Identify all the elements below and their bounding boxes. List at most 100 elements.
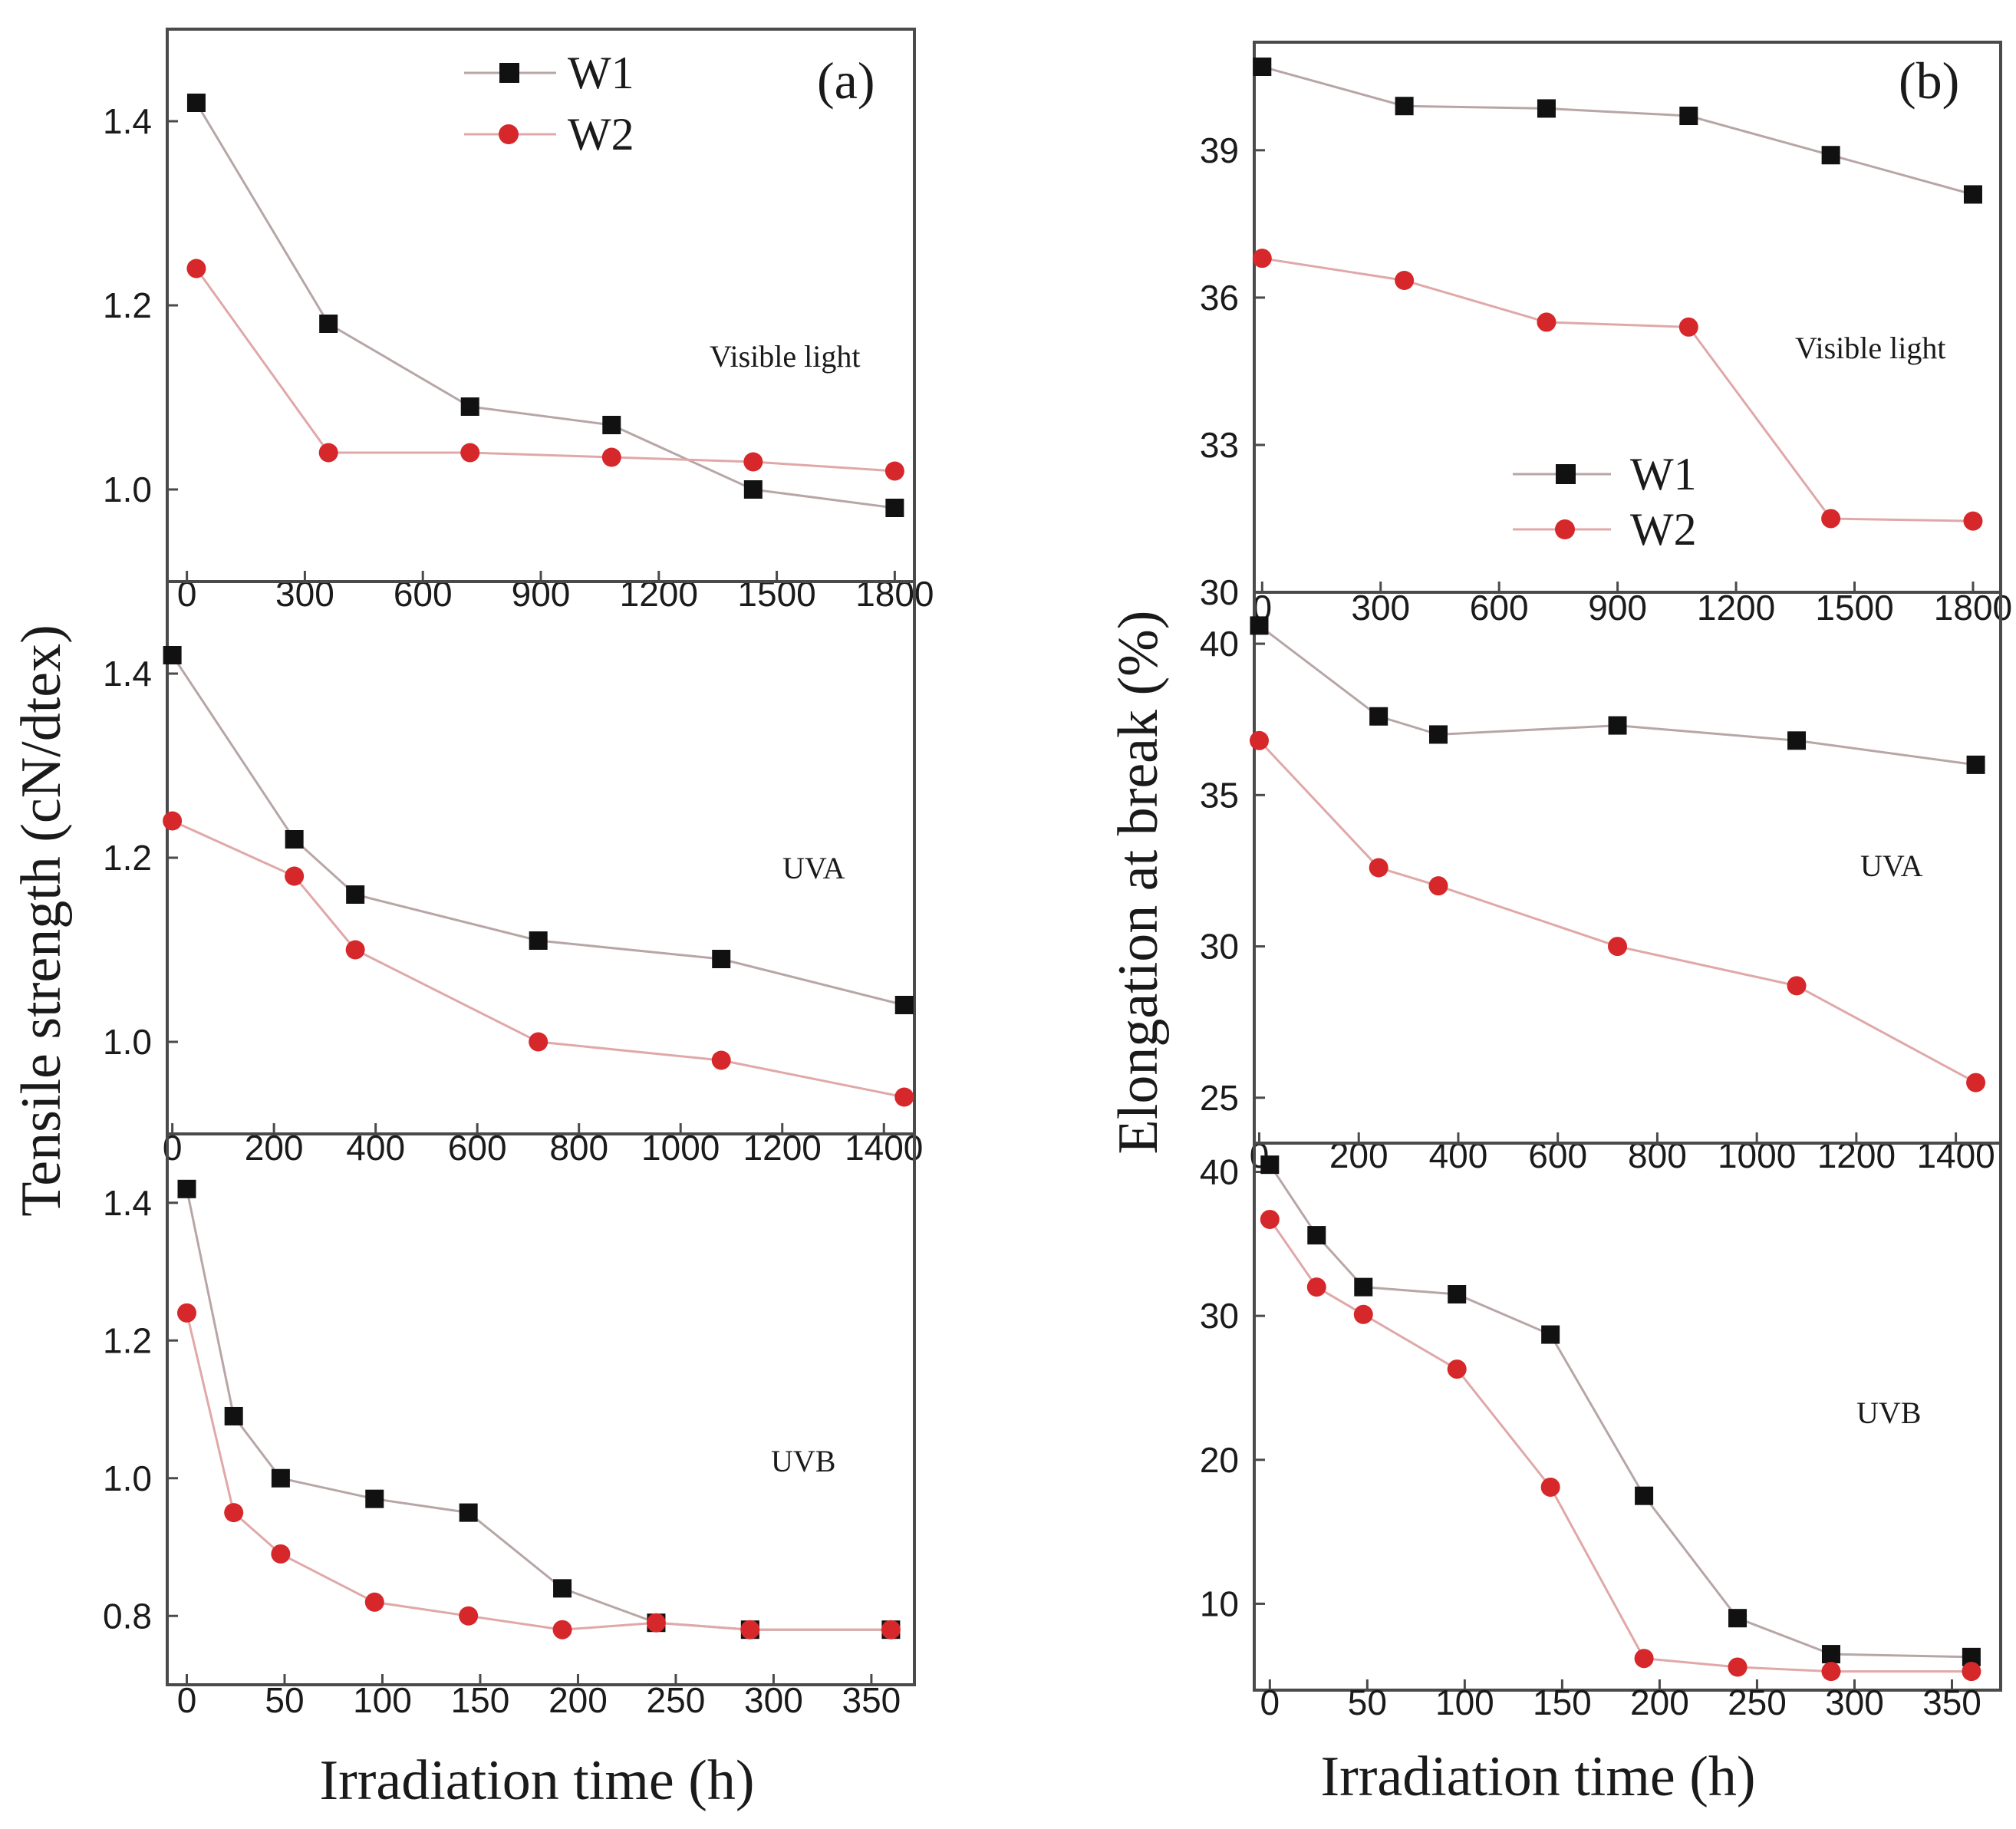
legend-b-w1-label: W1 xyxy=(1630,449,1697,499)
legend-b-w2-label: W2 xyxy=(1630,504,1697,555)
data-point-w1 xyxy=(1307,1226,1326,1245)
data-point-w1 xyxy=(163,646,182,664)
condition-label-a-uva: UVA xyxy=(782,851,845,885)
y-axis-title-b: Elongation at break (%) xyxy=(1107,611,1170,1155)
series-line-w2 xyxy=(1262,257,1974,522)
subplot-1: 0 300 600 900 1200 1500 1800 1.0 1.2 1.4 xyxy=(103,28,934,614)
x-tick-label: 0 xyxy=(177,1680,197,1720)
y-axis-title-a: Tensile strength (cN/dtex) xyxy=(10,624,73,1217)
data-point-w1 xyxy=(285,830,304,849)
data-point-w2 xyxy=(318,443,338,463)
data-point-w1 xyxy=(1821,146,1840,165)
x-tick-label: 300 xyxy=(744,1680,803,1720)
x-tick-label: 0 xyxy=(177,574,197,614)
y-tick-label: 1.4 xyxy=(103,1183,152,1223)
x-tick-label: 200 xyxy=(1630,1682,1689,1722)
data-point-w2 xyxy=(646,1613,666,1633)
legend-a-w2-marker xyxy=(499,124,519,144)
data-point-w2 xyxy=(743,452,763,472)
legend-a-w2-label: W2 xyxy=(568,109,634,160)
data-point-w2 xyxy=(1447,1359,1467,1379)
data-point-w1 xyxy=(1429,725,1448,744)
subplot-3: 0 50 100 150 200 250 300 350 0.8 1.0 1.2 1.4 xyxy=(103,1132,916,1720)
condition-label-b-visible: Visible light xyxy=(1795,331,1945,365)
data-point-w1 xyxy=(1250,616,1269,635)
data-point-w2 xyxy=(1353,1304,1373,1324)
x-tick-label: 250 xyxy=(1728,1682,1787,1722)
series-line-w2 xyxy=(195,268,895,473)
x-tick-label: 1200 xyxy=(1697,588,1775,628)
x-tick-label: 350 xyxy=(1922,1682,1981,1722)
data-point-w2 xyxy=(1963,511,1983,531)
data-point-w2 xyxy=(1306,1277,1326,1297)
y-tick-label: 25 xyxy=(1200,1078,1239,1118)
plot-frame xyxy=(166,1132,916,1686)
data-point-w1 xyxy=(1728,1609,1748,1628)
y-tick-label: 33 xyxy=(1200,425,1239,465)
x-tick-label: 1500 xyxy=(1815,588,1893,628)
data-point-w2 xyxy=(1369,858,1388,878)
y-tick-label: 40 xyxy=(1200,624,1239,664)
data-point-w2 xyxy=(285,866,305,886)
legend-a: W1 W2 xyxy=(464,48,634,160)
x-tick-label: 1800 xyxy=(855,574,934,614)
data-point-w1 xyxy=(712,950,731,968)
y-tick-label: 0.8 xyxy=(103,1596,152,1636)
panel-b-label: (b) xyxy=(1899,51,1959,110)
x-tick-label: 50 xyxy=(1348,1682,1387,1722)
data-point-w1 xyxy=(1635,1486,1654,1505)
data-point-w2 xyxy=(1428,876,1448,896)
data-point-w2 xyxy=(1537,312,1556,332)
data-point-w1 xyxy=(894,996,914,1014)
data-point-w2 xyxy=(1540,1477,1560,1497)
data-point-w1 xyxy=(1260,1155,1280,1175)
x-tick-label: 150 xyxy=(451,1680,510,1720)
data-point-w1 xyxy=(1369,707,1388,726)
data-point-w1 xyxy=(885,499,904,517)
legend-a-w1-marker xyxy=(499,63,519,83)
data-point-w1 xyxy=(460,397,479,416)
condition-label-b-uva: UVA xyxy=(1860,849,1923,883)
data-point-w1 xyxy=(1537,99,1556,118)
data-point-w2 xyxy=(1962,1662,1981,1682)
data-point-w1 xyxy=(553,1579,572,1598)
plot-frame xyxy=(1253,1142,2002,1692)
y-tick-label: 1.4 xyxy=(103,654,152,694)
data-point-w1 xyxy=(1354,1277,1373,1297)
x-tick-label: 0 xyxy=(1260,1682,1280,1722)
x-tick-label: 600 xyxy=(1470,588,1529,628)
x-tick-label: 600 xyxy=(394,574,453,614)
x-tick-label: 300 xyxy=(1351,588,1410,628)
data-point-w1 xyxy=(1448,1285,1467,1304)
data-point-w1 xyxy=(1679,107,1698,126)
data-point-w2 xyxy=(1608,937,1628,957)
data-point-w2 xyxy=(1634,1649,1654,1669)
data-point-w2 xyxy=(894,1087,914,1107)
plot-frame xyxy=(1253,41,2002,594)
data-point-w1 xyxy=(1608,716,1627,735)
x-tick-label: 600 xyxy=(1528,1135,1587,1175)
y-tick-label: 30 xyxy=(1200,927,1239,967)
y-tick-label: 1.0 xyxy=(103,1458,152,1498)
x-tick-label: 100 xyxy=(353,1680,412,1720)
data-point-w2 xyxy=(529,1032,548,1052)
data-point-w2 xyxy=(1252,249,1272,269)
data-point-w1 xyxy=(346,885,365,904)
data-point-w1 xyxy=(1395,97,1414,116)
x-tick-label: 300 xyxy=(275,574,334,614)
condition-label-a-uvb: UVB xyxy=(771,1444,835,1478)
y-tick-label: 35 xyxy=(1200,775,1239,815)
series-line-w2 xyxy=(1258,740,1977,1084)
data-point-w1 xyxy=(529,931,548,950)
data-point-w2 xyxy=(1395,270,1415,290)
series-line-w1 xyxy=(195,102,895,509)
y-tick-label: 36 xyxy=(1200,278,1239,318)
data-point-w1 xyxy=(319,315,338,333)
condition-label-b-uvb: UVB xyxy=(1856,1396,1921,1430)
series-line-w1 xyxy=(1258,624,1976,766)
x-tick-label: 400 xyxy=(1429,1135,1488,1175)
legend-b-w1-marker xyxy=(1556,464,1576,484)
y-tick-label: 1.2 xyxy=(103,1320,152,1360)
data-point-w1 xyxy=(1541,1325,1560,1344)
